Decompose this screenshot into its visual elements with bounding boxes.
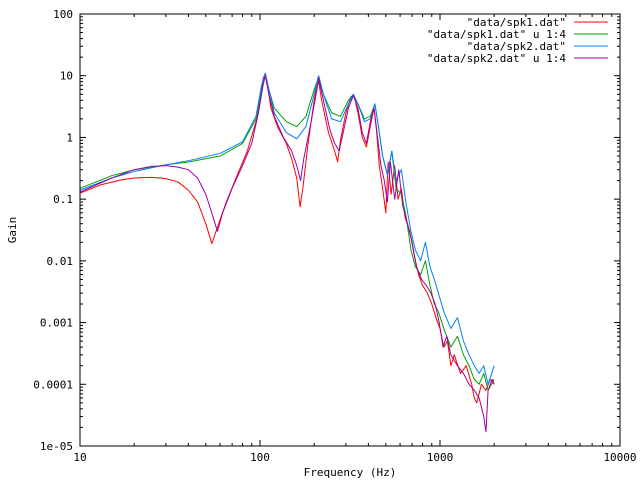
y-tick-label: 100: [53, 8, 73, 21]
legend: "data/spk1.dat""data/spk1.dat" u 1:4"dat…: [427, 16, 608, 65]
x-tick-label: 100: [250, 451, 270, 464]
x-tick-label: 10000: [603, 451, 636, 464]
series-line-3: [79, 72, 495, 385]
plot-frame: [79, 13, 621, 447]
y-tick-label: 0.001: [40, 317, 73, 330]
series-line-1: [79, 72, 495, 404]
legend-label-2: "data/spk1.dat" u 1:4: [427, 28, 566, 41]
y-tick-label: 1e-05: [40, 440, 73, 453]
y-tick-label: 0.01: [47, 255, 74, 268]
tick-labels-layer: 10 100 1000 10000 100 10 1 0.1 0.01 0.001 0.0001 1e…: [33, 8, 636, 464]
y-tick-label: 1: [66, 131, 73, 144]
y-axis-label: Gain: [6, 217, 19, 244]
y-tick-label: 0.1: [53, 193, 73, 206]
legend-label-4: "data/spk2.dat" u 1:4: [427, 52, 566, 65]
x-tick-label: 1000: [427, 451, 454, 464]
x-axis-label: Frequency (Hz): [304, 466, 397, 479]
legend-label-1: "data/spk1.dat": [467, 16, 566, 29]
y-tick-label: 10: [60, 70, 73, 83]
x-tick-label: 10: [73, 451, 86, 464]
series-layer: [79, 72, 495, 433]
series-line-4: [79, 75, 495, 433]
legend-label-3: "data/spk2.dat": [467, 40, 566, 53]
y-tick-label: 0.0001: [33, 378, 73, 391]
ticks-layer: [79, 14, 620, 447]
series-line-2: [79, 73, 495, 391]
